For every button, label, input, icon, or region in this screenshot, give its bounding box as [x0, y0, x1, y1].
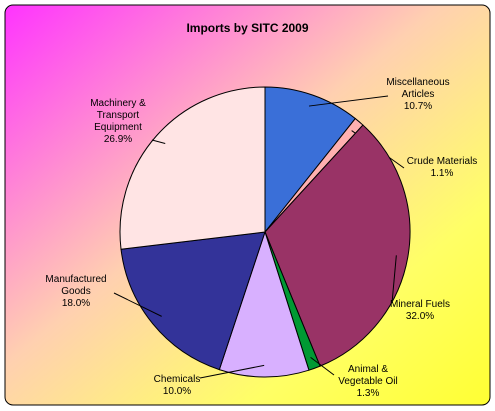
slice-name: Machinery & Transport Equipment	[90, 98, 146, 133]
slice-value: 26.9%	[103, 134, 133, 145]
leader-line	[199, 364, 265, 379]
pie-slice	[264, 86, 357, 234]
leader-line	[308, 95, 389, 107]
slice-label: Manufactured Goods 18.0%	[36, 274, 116, 310]
slice-label: Miscellaneous Articles 10.7%	[378, 77, 458, 113]
leader-line	[391, 255, 397, 304]
slice-name: Miscellaneous Articles	[386, 77, 450, 100]
slice-value: 32.0%	[405, 311, 435, 322]
slice-value: 18.0%	[61, 298, 91, 309]
slice-label: Mineral Fuels 32.0%	[380, 299, 460, 323]
slice-label: Machinery & Transport Equipment 26.9%	[81, 98, 156, 146]
pie-slice	[120, 231, 266, 371]
leader-line	[310, 356, 335, 376]
leader-line	[151, 139, 166, 144]
chart-title: Imports by SITC 2009	[186, 21, 309, 35]
slice-label: Animal & Vegetable Oil 1.3%	[328, 364, 408, 400]
slice-name: Crude Materials	[406, 156, 478, 167]
slice-value: 10.7%	[403, 101, 433, 112]
slice-label: Crude Materials 1.1%	[387, 156, 495, 180]
slice-name: Manufactured Goods	[45, 274, 107, 297]
slice-value: 10.0%	[162, 386, 192, 397]
slice-value: 1.1%	[430, 168, 454, 179]
pie-slice	[218, 230, 310, 378]
slice-label: Chemicals 10.0%	[142, 374, 212, 398]
slice-value: 1.3%	[356, 388, 380, 399]
pie-slice	[119, 86, 266, 250]
slice-name: Animal & Vegetable Oil	[338, 364, 398, 387]
leader-line	[113, 292, 162, 317]
slice-name: Mineral Fuels	[389, 299, 451, 310]
slice-name: Chemicals	[153, 374, 201, 385]
pie-slice	[264, 124, 411, 367]
